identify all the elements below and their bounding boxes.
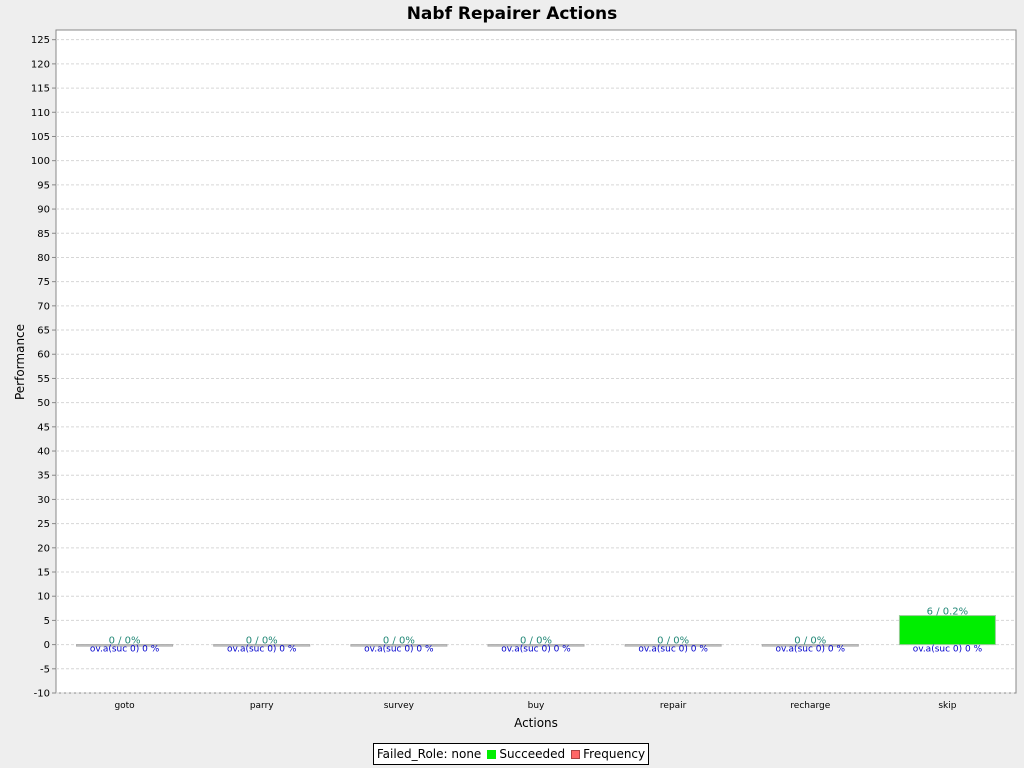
plot-area (55, 29, 1017, 694)
y-tick-label: 115 (31, 84, 50, 95)
y-tick-label: -10 (34, 689, 50, 700)
y-tick-label: 70 (37, 301, 50, 312)
legend-succeeded-label: Succeeded (499, 747, 566, 761)
bar-repair (624, 644, 722, 647)
y-tick-label: 25 (37, 519, 50, 530)
legend-failed-role-label: Failed_Role: none (376, 747, 482, 761)
legend-item-failed-role: Failed_Role: none (377, 747, 481, 761)
bars: 0 / 0%ov.a(suc 0) 0 %0 / 0%ov.a(suc 0) 0… (76, 607, 996, 655)
y-tick-label: 10 (37, 592, 50, 603)
y-tick-label: 35 (37, 471, 50, 482)
bar-overlay-label: ov.a(suc 0) 0 % (776, 645, 846, 655)
y-tick-label: 90 (37, 205, 50, 216)
bar-overlay-label: ov.a(suc 0) 0 % (913, 645, 983, 655)
y-tick-label: 95 (37, 180, 50, 191)
y-tick-label: 15 (37, 568, 50, 579)
legend-succeeded-swatch (487, 749, 497, 759)
bar-recharge (761, 644, 859, 647)
category-label: repair (660, 701, 687, 711)
y-tick-label: 80 (37, 253, 50, 264)
category-label: buy (528, 701, 545, 711)
y-tick-label: 5 (44, 616, 50, 627)
y-tick-label: 120 (31, 59, 50, 70)
bar-value-label: 0 / 0% (794, 636, 826, 647)
bar-overlay-label: ov.a(suc 0) 0 % (90, 645, 160, 655)
category-label: recharge (790, 701, 830, 711)
bar-survey (350, 644, 448, 647)
bar-value-label: 6 / 0.2% (927, 607, 969, 618)
y-tick-label: 85 (37, 229, 50, 240)
x-axis: goto parry survey buy repair recharge skip (114, 701, 956, 711)
y-tick-label: 55 (37, 374, 50, 385)
y-tick-label: 110 (31, 108, 50, 119)
bar-overlay-label: ov.a(suc 0) 0 % (227, 645, 297, 655)
bar-buy (487, 644, 585, 647)
category-label: parry (250, 701, 274, 711)
legend-item-succeeded: Succeeded (487, 747, 565, 761)
y-tick-label: -5 (40, 664, 50, 675)
bar-skip (898, 615, 996, 646)
x-axis-label: Actions (514, 716, 558, 730)
category-label: skip (938, 701, 956, 711)
y-tick-label: 0 (44, 640, 50, 651)
bar-value-label: 0 / 0% (109, 636, 141, 647)
y-axis: -10 -5 0 5 10 15 20 25 30 35 40 45 50 55 60 65 70 75 80 85 9… (31, 35, 56, 700)
y-tick-label: 20 (37, 543, 50, 554)
bar-value-label: 0 / 0% (246, 636, 278, 647)
bar-overlay-label: ov.a(suc 0) 0 % (501, 645, 571, 655)
bar-value-label: 0 / 0% (657, 636, 689, 647)
bar-parry (213, 644, 311, 647)
legend-item-frequency: Frequency (571, 747, 645, 761)
y-tick-label: 50 (37, 398, 50, 409)
y-axis-label: Performance (13, 324, 27, 400)
y-tick-label: 105 (31, 132, 50, 143)
bar-overlay-label: ov.a(suc 0) 0 % (364, 645, 434, 655)
y-tick-label: 60 (37, 350, 50, 361)
bar-goto (76, 644, 174, 647)
y-tick-label: 125 (31, 35, 50, 46)
y-tick-label: 65 (37, 326, 50, 337)
y-tick-label: 75 (37, 277, 50, 288)
legend: Failed_Role: none Succeeded Frequency (373, 743, 649, 765)
legend-frequency-label: Frequency (583, 747, 646, 761)
y-tick-label: 30 (37, 495, 50, 506)
y-tick-label: 40 (37, 447, 50, 458)
bar-value-label: 0 / 0% (520, 636, 552, 647)
category-label: goto (114, 701, 135, 711)
category-label: survey (384, 701, 415, 711)
bar-overlay-label: ov.a(suc 0) 0 % (638, 645, 708, 655)
grid-lines (56, 39, 1016, 694)
legend-frequency-swatch (571, 749, 581, 759)
bar-value-label: 0 / 0% (383, 636, 415, 647)
y-tick-label: 45 (37, 422, 50, 433)
y-tick-label: 100 (31, 156, 50, 167)
chart-title: Nabf Repairer Actions (407, 4, 618, 24)
